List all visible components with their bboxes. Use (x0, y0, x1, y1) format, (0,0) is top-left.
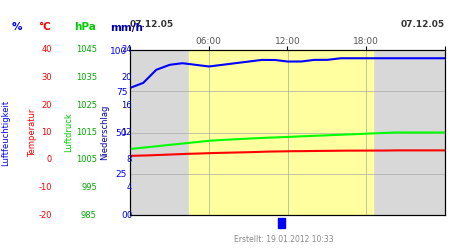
Bar (278, 218, 284, 228)
Text: Temperatur: Temperatur (28, 108, 37, 157)
Text: 10: 10 (41, 128, 52, 137)
Text: 30: 30 (41, 73, 52, 82)
Text: 16: 16 (121, 100, 131, 110)
Text: °C: °C (38, 22, 51, 32)
Text: 24: 24 (121, 46, 131, 54)
Text: 985: 985 (81, 210, 97, 220)
Text: mm/h: mm/h (110, 22, 143, 32)
Text: Luftfeuchtigkeit: Luftfeuchtigkeit (1, 100, 10, 166)
Bar (288, 50, 373, 215)
Text: 20: 20 (121, 73, 131, 82)
Text: 8: 8 (126, 156, 131, 164)
Text: 07.12.05: 07.12.05 (401, 20, 445, 28)
Text: 995: 995 (81, 183, 97, 192)
Text: 07.12.05: 07.12.05 (130, 20, 174, 28)
Text: 40: 40 (41, 46, 52, 54)
Text: 1025: 1025 (76, 100, 97, 110)
Text: Erstellt: 19.01.2012 10:33: Erstellt: 19.01.2012 10:33 (234, 235, 333, 244)
Text: 4: 4 (126, 183, 131, 192)
Text: 1045: 1045 (76, 46, 97, 54)
Text: 12: 12 (121, 128, 131, 137)
Text: hPa: hPa (74, 22, 96, 32)
Text: -10: -10 (38, 183, 52, 192)
Text: %: % (11, 22, 22, 32)
Text: 1005: 1005 (76, 156, 97, 164)
Text: Luftdruck: Luftdruck (64, 112, 73, 152)
Bar (189, 50, 288, 215)
Text: -20: -20 (38, 210, 52, 220)
Text: 0: 0 (46, 156, 52, 164)
Text: 1015: 1015 (76, 128, 97, 137)
Text: 1035: 1035 (76, 73, 97, 82)
Text: 0: 0 (126, 210, 131, 220)
Text: 20: 20 (41, 100, 52, 110)
Text: Niederschlag: Niederschlag (100, 105, 109, 160)
